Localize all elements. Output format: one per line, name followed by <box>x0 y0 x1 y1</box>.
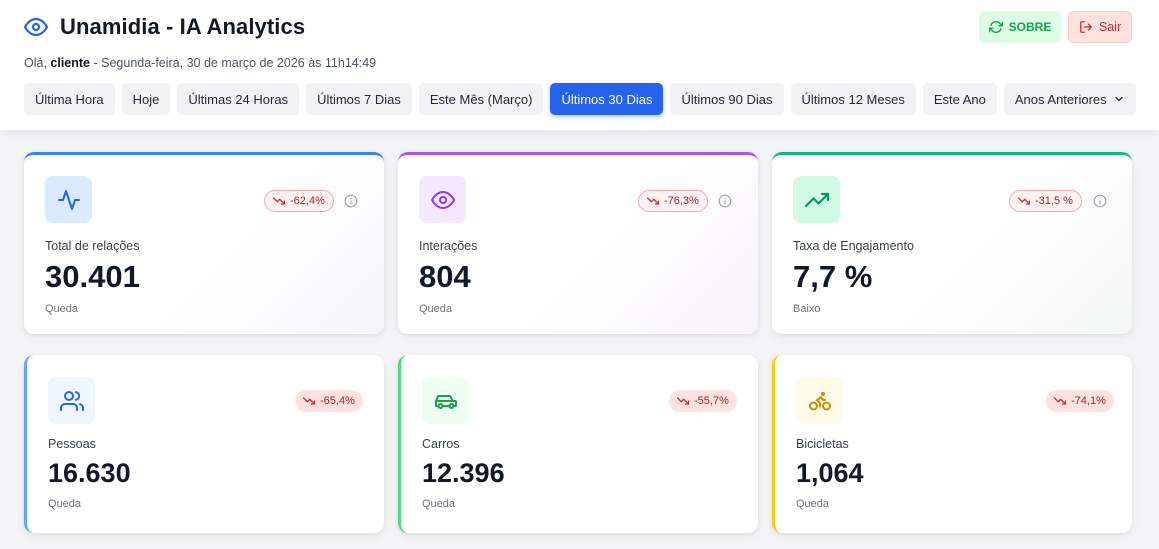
metric-value: 1,064 <box>796 458 864 488</box>
user-name: cliente <box>50 56 91 70</box>
activity-icon <box>57 189 80 210</box>
tab-ultimos-7-dias[interactable]: Últimos 7 Dias <box>306 83 412 115</box>
tab-label: Última Hora <box>35 91 104 107</box>
logout-icon <box>1079 21 1092 33</box>
tab-label: Últimos 90 Dias <box>681 91 773 107</box>
metric-value: 804 <box>419 259 471 294</box>
icon-box <box>419 176 466 223</box>
tab-label: Últimas 24 Horas <box>188 91 289 107</box>
trending-up-icon <box>804 192 829 207</box>
tab-ultimas-24-horas[interactable]: Últimas 24 Horas <box>177 83 300 115</box>
trending-down-icon <box>1054 397 1066 405</box>
metric-card-taxa-engajamento: -31,5 % Taxa de Engajamento 7,7 % Baixo <box>772 152 1132 334</box>
metric-status: Queda <box>45 303 79 315</box>
trending-down-icon <box>647 197 659 205</box>
change-value: -74,1% <box>1071 395 1106 407</box>
app-title: Unamidia - IA Analytics <box>60 14 306 39</box>
change-value: -76,3% <box>664 195 699 207</box>
metric-label: Carros <box>422 437 460 451</box>
metric-card-pessoas: -65,4% Pessoas 16.630 Queda <box>24 355 384 533</box>
info-icon[interactable] <box>718 194 732 208</box>
change-value: -55,7% <box>694 395 729 407</box>
metric-label: Pessoas <box>48 437 96 451</box>
tab-label: Este Ano <box>933 91 986 107</box>
icon-box <box>422 377 469 424</box>
refresh-icon <box>988 21 1003 33</box>
tab-label: Últimos 7 Dias <box>317 91 401 107</box>
tab-este-ano[interactable]: Este Ano <box>922 83 997 115</box>
metric-label: Interações <box>419 239 478 253</box>
tab-ultimos-90-dias[interactable]: Últimos 90 Dias <box>670 83 784 115</box>
header: Unamidia - IA Analytics Olá, cliente - S… <box>0 0 1159 130</box>
icon-box <box>796 377 843 424</box>
datetime: - Segunda-feira, 30 de março de 2026 às … <box>90 56 377 70</box>
sobre-button[interactable]: SOBRE <box>979 11 1061 43</box>
change-badge: -62,4% <box>264 190 334 212</box>
metric-status: Queda <box>48 498 82 510</box>
tab-label: Últimos 30 Dias <box>561 91 653 107</box>
car-icon <box>434 394 457 409</box>
eye-icon <box>430 190 455 209</box>
metric-card-total-relacoes: -62,4% Total de relações 30.401 Queda <box>24 152 384 334</box>
metric-card-interacoes: -76,3% Interações 804 Queda <box>398 152 758 334</box>
metric-label: Total de relações <box>45 239 140 253</box>
trending-down-icon <box>1018 197 1030 205</box>
metric-value: 30.401 <box>45 259 140 294</box>
icon-box <box>793 176 840 223</box>
tab-ultima-hora[interactable]: Última Hora <box>24 83 115 115</box>
tab-label: Últimos 12 Meses <box>801 91 905 107</box>
icon-box <box>48 377 95 424</box>
bicycle-icon <box>808 391 831 410</box>
title-row: Unamidia - IA Analytics <box>24 14 305 40</box>
trending-down-icon <box>273 197 285 205</box>
chevron-down-icon <box>1115 96 1123 102</box>
greeting-prefix: Olá, <box>24 56 51 70</box>
metric-status: Baixo <box>793 303 821 315</box>
users-icon <box>59 390 84 411</box>
change-badge: -74,1% <box>1046 390 1114 412</box>
icon-box <box>45 176 92 223</box>
change-value: -31,5 % <box>1035 195 1073 207</box>
tab-label: Este Mês (Março) <box>429 91 533 107</box>
change-badge: -65,4% <box>295 390 363 412</box>
logout-button[interactable]: Sair <box>1068 11 1132 43</box>
sair-label: Sair <box>1098 20 1122 34</box>
change-value: -62,4% <box>290 195 325 207</box>
metric-label: Bicicletas <box>796 437 849 451</box>
tab-este-mes[interactable]: Este Mês (Março) <box>418 83 544 115</box>
trending-down-icon <box>677 397 689 405</box>
info-icon[interactable] <box>344 194 358 208</box>
metric-status: Queda <box>422 498 456 510</box>
change-badge: -31,5 % <box>1009 190 1082 212</box>
info-icon[interactable] <box>1093 194 1107 208</box>
trending-down-icon <box>303 397 315 405</box>
metric-card-carros: -55,7% Carros 12.396 Queda <box>398 355 758 533</box>
metric-value: 16.630 <box>48 458 131 488</box>
metric-value: 7,7 % <box>793 259 873 294</box>
change-badge: -76,3% <box>638 190 708 212</box>
sobre-label: SOBRE <box>1008 20 1052 34</box>
tab-ultimos-30-dias[interactable]: Últimos 30 Dias <box>550 83 664 115</box>
metric-label: Taxa de Engajamento <box>793 239 914 253</box>
tab-hoje[interactable]: Hoje <box>121 83 171 115</box>
change-value: -65,4% <box>320 395 355 407</box>
tab-anos-anteriores[interactable]: Anos Anteriores <box>1003 83 1136 115</box>
change-badge: -55,7% <box>669 390 737 412</box>
metric-card-bicicletas: -74,1% Bicicletas 1,064 Queda <box>772 355 1132 533</box>
tab-label: Anos Anteriores <box>1014 91 1107 107</box>
period-tabs: Última Hora Hoje Últimas 24 Horas Último… <box>24 83 1136 115</box>
tab-ultimos-12-meses[interactable]: Últimos 12 Meses <box>790 83 916 115</box>
tab-label: Hoje <box>132 91 160 107</box>
metric-status: Queda <box>796 498 830 510</box>
greeting: Olá, cliente - Segunda-feira, 30 de març… <box>24 56 376 70</box>
metric-status: Queda <box>419 303 453 315</box>
eye-icon <box>24 17 48 37</box>
metric-value: 12.396 <box>422 458 505 488</box>
